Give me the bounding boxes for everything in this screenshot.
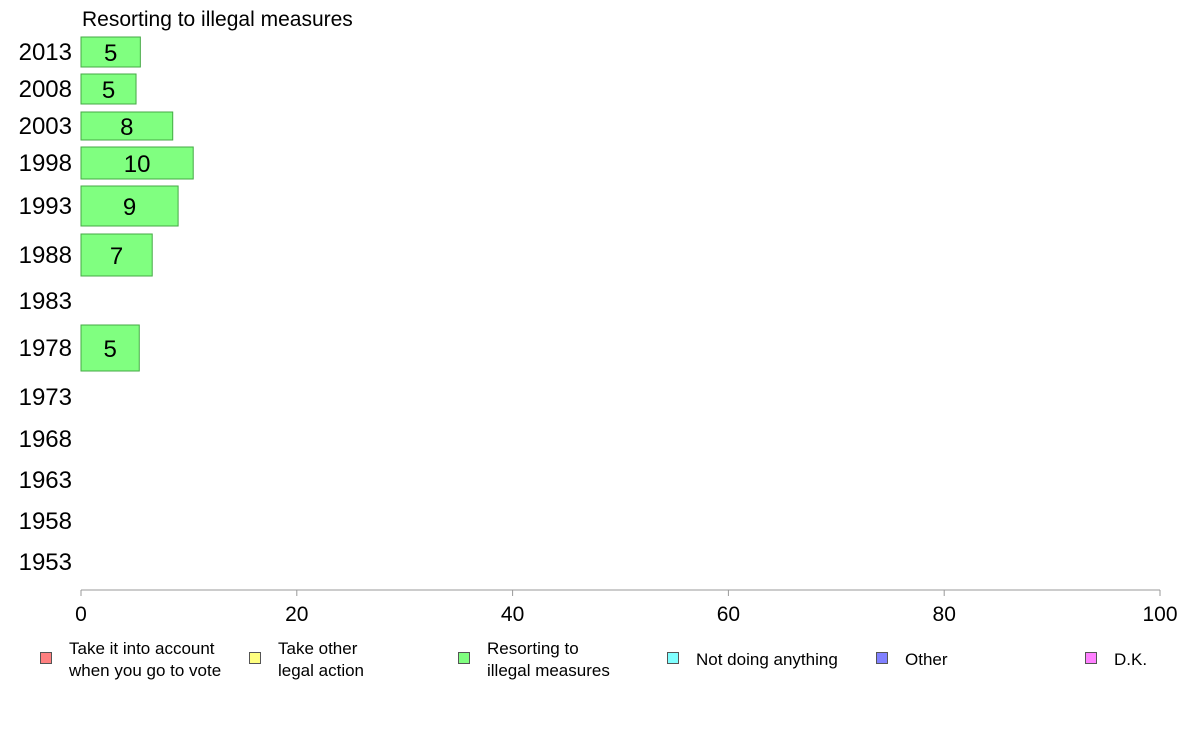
y-tick-label: 1998 <box>19 150 72 177</box>
bar-1993 <box>80 185 179 227</box>
legend-swatch <box>876 652 888 664</box>
bar-2013 <box>80 36 141 68</box>
y-tick-label: 1993 <box>19 193 72 220</box>
legend-item: Take other legal action <box>249 638 364 682</box>
bar-2003 <box>80 111 174 141</box>
y-tick-label: 1968 <box>19 426 72 453</box>
y-tick-label: 1978 <box>19 335 72 362</box>
x-tick-label: 100 <box>1142 603 1177 626</box>
x-tick-label: 60 <box>717 603 740 626</box>
y-tick-label: 1983 <box>19 288 72 315</box>
y-tick-label: 2003 <box>19 113 72 140</box>
chart-title: Resorting to illegal measures <box>82 8 353 31</box>
y-tick-label: 2008 <box>19 76 72 103</box>
data-label: 5 <box>103 336 116 363</box>
x-tick-label: 80 <box>933 603 956 626</box>
legend-label: Take it into account when you go to vote <box>69 639 222 680</box>
data-label: 7 <box>110 243 123 270</box>
legend-item: Take it into account when you go to vote <box>40 638 221 682</box>
legend-swatch <box>249 652 261 664</box>
legend-label: D.K. <box>1114 650 1148 669</box>
data-label: 5 <box>104 40 117 67</box>
legend-label: Resorting to illegal measures <box>487 639 610 680</box>
y-tick-label: 1958 <box>19 508 72 535</box>
data-label: 8 <box>120 114 133 141</box>
data-label: 5 <box>102 77 115 104</box>
y-tick-label: 1963 <box>19 467 72 494</box>
y-tick-label: 1973 <box>19 384 72 411</box>
legend-swatch <box>667 652 679 664</box>
y-tick-label: 2013 <box>19 39 72 66</box>
x-tick-label: 0 <box>75 603 87 626</box>
legend-item: Resorting to illegal measures <box>458 638 610 682</box>
data-label: 9 <box>123 194 136 221</box>
legend-label: Other <box>905 650 948 669</box>
legend-item: D.K. <box>1085 638 1147 671</box>
legend-swatch <box>40 652 52 664</box>
legend-label: Not doing anything <box>696 650 838 669</box>
legend-item: Other <box>876 638 948 671</box>
data-label: 10 <box>124 151 151 178</box>
bar-2008 <box>80 73 137 105</box>
bar-1978 <box>80 324 140 372</box>
legend-swatch <box>458 652 470 664</box>
bar-1988 <box>80 233 153 277</box>
x-tick-label: 40 <box>501 603 524 626</box>
bar-1998 <box>80 146 194 180</box>
y-tick-label: 1953 <box>19 549 72 576</box>
legend: Take it into account when you go to vote… <box>0 638 1188 698</box>
legend-swatch <box>1085 652 1097 664</box>
x-tick-label: 20 <box>285 603 308 626</box>
legend-label: Take other legal action <box>278 639 365 680</box>
legend-item: Not doing anything <box>667 638 838 671</box>
y-tick-label: 1988 <box>19 242 72 269</box>
